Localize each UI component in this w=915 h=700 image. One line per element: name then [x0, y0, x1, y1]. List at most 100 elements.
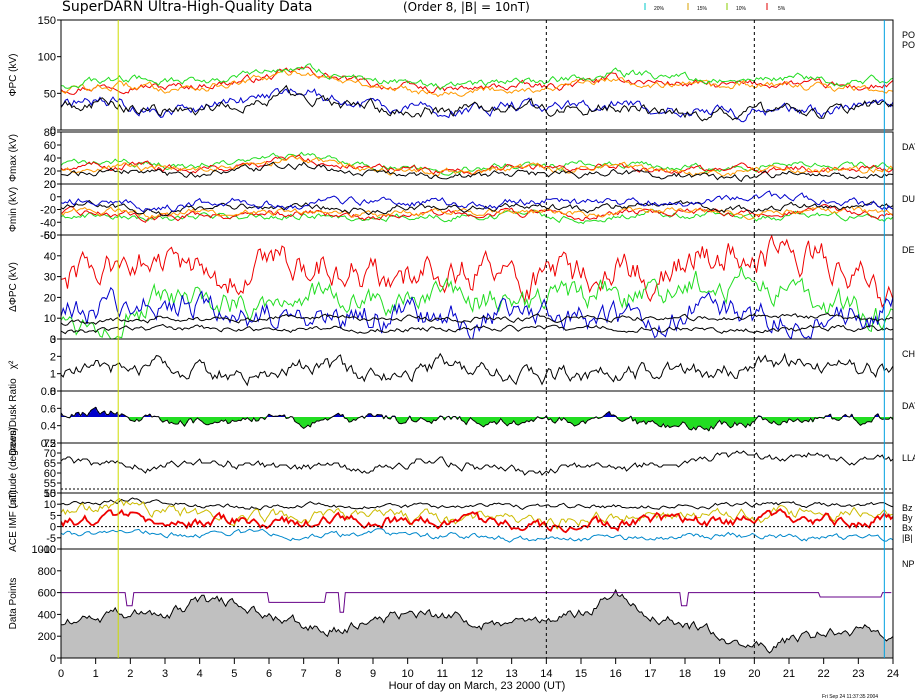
ytick-label-imf-3: 5 [50, 510, 56, 522]
series-np-fill [61, 588, 893, 658]
ytick-label-dphi_pc-4: 40 [44, 251, 56, 263]
xtick-label-18: 18 [679, 668, 691, 680]
right-label-lat-0: LLA [902, 453, 915, 463]
ytick-label-phi_pc-3: 150 [38, 15, 56, 27]
series-chi-black [61, 352, 893, 387]
ytick-label-lat-2: 60 [44, 468, 56, 480]
right-label-dphi_pc-0: DE [902, 245, 915, 255]
panel-np: 0 200 400 600 800 1000 Data Points NP [8, 544, 915, 665]
ytick-label-np-0: 0 [50, 653, 56, 665]
xtick-label-10: 10 [402, 668, 414, 680]
ytick-label-lat-0: 50 [44, 488, 56, 500]
ylabel-phi_pc: ΦPC (kV) [8, 54, 19, 97]
fill-dusk-blue [61, 407, 879, 417]
ytick-label-imf-5: 15 [44, 488, 56, 500]
plot-area-ratio [61, 406, 893, 432]
xtick-label-23: 23 [852, 668, 864, 680]
ytick-label-lat-4: 70 [44, 448, 56, 460]
ytick-label-chi-2: 2 [50, 351, 56, 363]
series-phi_pc-black [61, 84, 893, 122]
frame-chi [60, 338, 894, 392]
ytick-label-chi-3: 3 [50, 334, 56, 346]
right-label-imf-2: Bx [902, 523, 913, 533]
ytick-label-dphi_pc-2: 20 [44, 292, 56, 304]
xtick-label-5: 5 [231, 668, 237, 680]
right-label-phi_max-0: DAY [902, 142, 915, 152]
series-lat-black [61, 450, 893, 476]
plot-area-lat [61, 450, 893, 490]
plot-area-chi [61, 352, 893, 387]
ylabel-imf: ACE IMF (nT) [8, 490, 19, 552]
ylabel-chi: χ² [8, 360, 19, 369]
series-np-count-line [61, 592, 892, 613]
legend-label-10: 10% [736, 6, 747, 12]
panel-chi: 0 1 2 3 χ² CH [8, 334, 915, 398]
right-label-imf-3: |B| [902, 533, 913, 543]
legend-label-20: 20% [654, 6, 665, 12]
ytick-label-imf-1: -5 [46, 533, 56, 545]
chart-subtitle: (Order 8, |B| = 10nT) [403, 0, 530, 14]
ytick-label-ratio-3: 0.8 [41, 386, 56, 398]
ylabel-phi_min: Φmin (kV) [8, 187, 19, 232]
ylabel-ratio: Dawn/Dusk Ratio [8, 378, 19, 456]
ytick-label-ratio-2: 0.6 [41, 403, 56, 415]
xtick-label-15: 15 [575, 668, 587, 680]
right-label-np-0: NP [902, 559, 915, 569]
ytick-label-phi_max-0: 0 [50, 179, 56, 191]
plot-area-phi_max [61, 151, 893, 183]
percent-legend: 20% 15% 10% 5% [644, 3, 786, 12]
right-label-imf-0: Bz [902, 503, 913, 513]
xtick-label-0: 0 [58, 668, 64, 680]
xtick-label-6: 6 [266, 668, 272, 680]
panel-ratio: 0.2 0.4 0.6 0.8 Dawn/Dusk Ratio DAY [8, 378, 915, 456]
legend-label-15: 15% [697, 6, 708, 12]
xtick-label-2: 2 [127, 668, 133, 680]
right-label-chi-0: CH [902, 349, 915, 359]
xtick-label-1: 1 [93, 668, 99, 680]
timestamp: Fri Sep 24 11:37:35 2004 [822, 694, 878, 700]
ytick-label-np-5: 1000 [32, 544, 56, 556]
xtick-label-3: 3 [162, 668, 168, 680]
ytick-label-dphi_pc-1: 10 [44, 313, 56, 325]
ytick-label-np-2: 400 [38, 609, 56, 621]
xtick-label-14: 14 [540, 668, 552, 680]
xtick-label-11: 11 [437, 668, 448, 680]
ytick-label-phi_pc-0: 0 [50, 125, 56, 137]
xtick-label-13: 13 [506, 668, 518, 680]
ytick-label-phi_min-4: 20 [44, 179, 56, 191]
ylabel-lat: Latitude (degrees) [8, 427, 19, 508]
ytick-label-ratio-1: 0.4 [41, 421, 56, 433]
panel-dphi_pc: 0 10 20 30 40 50 ΔΦPC (kV) DE [8, 230, 915, 346]
ytick-label-chi-0: 0 [50, 386, 56, 398]
series-phi_min-blue [61, 190, 893, 213]
ytick-label-chi-1: 1 [50, 369, 56, 381]
xtick-label-22: 22 [818, 668, 830, 680]
ytick-label-imf-0: -10 [40, 544, 56, 556]
ytick-label-phi_max-4: 80 [44, 127, 56, 139]
ytick-label-imf-4: 10 [44, 499, 56, 511]
ytick-label-phi_min-2: -20 [40, 205, 56, 217]
xtick-label-24: 24 [887, 668, 899, 680]
frame-phi_max [60, 131, 894, 185]
xtick-label-4: 4 [197, 668, 203, 680]
series-dphi_pc-red [61, 235, 893, 309]
series-phi_min-black [61, 199, 893, 217]
ytick-label-phi_max-3: 60 [44, 140, 56, 152]
x-axis: 0 1 2 3 4 5 6 7 8 9 10 11 12 13 14 15 16 17 18 19 20 21 22 23 24 [58, 20, 899, 680]
frame-dphi_pc [60, 234, 894, 340]
series-phi_min-red [61, 204, 893, 223]
series-imf-|B| [61, 497, 893, 511]
series-dphi_pc-green [61, 266, 893, 339]
frame-lat [60, 442, 894, 494]
ylabel-np: Data Points [8, 578, 19, 630]
series-dphi_pc-black [61, 312, 893, 326]
right-label-phi_pc-0: PO [902, 30, 915, 40]
xtick-label-7: 7 [301, 668, 307, 680]
